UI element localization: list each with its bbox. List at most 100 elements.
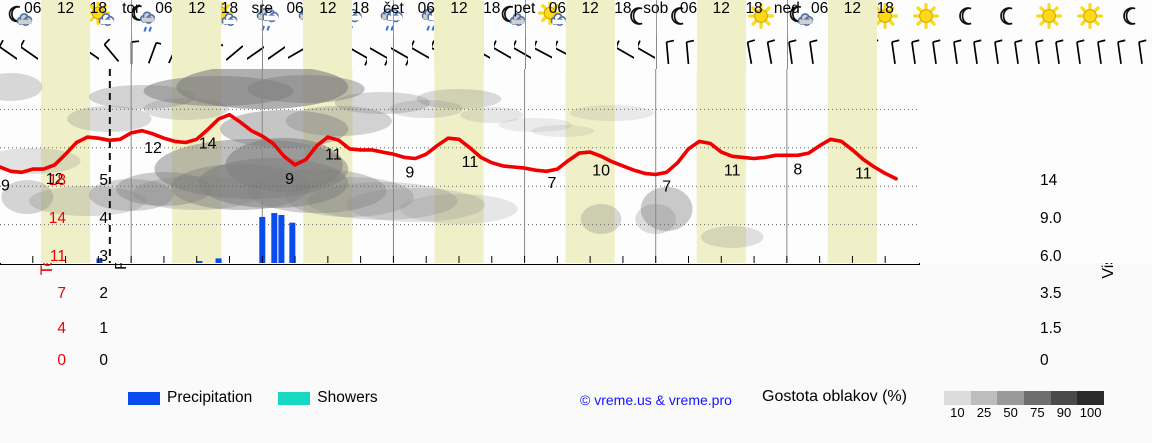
xtick-sre-7: sre: [251, 0, 274, 17]
cloud-density-blob-12: [416, 89, 502, 109]
cloud-density-blob-16: [1, 180, 54, 214]
cloud-density-step-0: [944, 391, 971, 405]
cloud-density-step-3: [1024, 391, 1051, 405]
cloud-density-blob-9: [285, 106, 392, 136]
day-separator-5: [655, 36, 657, 69]
wind-barb-5: [103, 36, 124, 69]
xtick-06-20: 06: [679, 0, 698, 17]
wind-barb-6: [123, 36, 144, 69]
wind-barb-19: [389, 36, 412, 69]
xtick-ned-23: ned: [773, 0, 800, 17]
wind-barb-12: [245, 36, 271, 69]
weather-icon-sun-cloud-13: [535, 0, 576, 36]
graph-daylight-band-6: [827, 69, 878, 263]
wind-barb-30: [615, 36, 638, 69]
precipitation-tick-4: 1: [99, 320, 108, 337]
xtick-12-21: 12: [712, 0, 730, 17]
daylight-band-3: [434, 36, 484, 69]
xtick-06-8: 06: [286, 0, 304, 17]
weather-icon-moon-16: [658, 0, 699, 36]
precipitation-swatch: [128, 391, 160, 405]
cloud-density-label-75: 75: [1030, 405, 1045, 420]
weather-icon-moon-cloud-12: [494, 0, 535, 36]
cloud-density-step-2: [997, 391, 1025, 405]
wind-barb-32: [659, 36, 680, 69]
cloud-density-label-100: 100: [1079, 405, 1102, 420]
temperature-label-8: 7: [547, 175, 556, 192]
temperature-label-4: 9: [285, 171, 294, 188]
cloud-density-blob-31: [640, 187, 693, 231]
precipitation-bar-2: [215, 258, 222, 263]
cloud-density-blob-13: [460, 107, 524, 123]
cloudheight-tick-5: 0: [1040, 352, 1049, 369]
showers-swatch: [278, 391, 311, 405]
daylight-band-0: [40, 36, 91, 69]
day-separator-6: [786, 0, 788, 36]
xtick-06-16: 06: [548, 0, 566, 17]
daylight-band-6: [827, 0, 877, 36]
day-separator-6: [786, 36, 788, 69]
temperature-label-2: 12: [144, 140, 162, 157]
weather-icon-sun-18: [741, 0, 782, 36]
precipitation-bar-3: [259, 216, 266, 263]
cloud-density-blob-10: [334, 92, 431, 114]
legend-showers-label: Showers: [317, 389, 378, 406]
wind-barb-strip: [0, 36, 1152, 69]
xtick-18-6: 18: [220, 0, 239, 17]
xtick-pet-15: pet: [513, 0, 536, 17]
wind-barb-33: [679, 36, 700, 69]
cloud-density-label-25: 25: [976, 405, 992, 420]
xtick-tor-3: tor: [122, 0, 141, 17]
cloud-density-colorbar: [944, 391, 1105, 405]
temperature-label-11: 11: [724, 162, 741, 179]
cloud-density-title: Gostota oblakov (%): [762, 388, 907, 405]
cloud-density-blob-14: [498, 118, 573, 132]
xtick-18-18: 18: [614, 0, 632, 17]
daylight-band-4: [565, 36, 615, 69]
cloud-density-step-1: [970, 391, 998, 405]
precipitation-tick-1: 4: [99, 210, 108, 227]
weather-icon-sun-21: [864, 0, 905, 36]
legend-showers: Showers: [278, 389, 378, 407]
wind-barb-38: [782, 36, 803, 69]
daylight-band-3: [434, 0, 484, 36]
xtick-12-13: 12: [450, 0, 468, 17]
cloudheight-tick-4: 1.5: [1040, 320, 1062, 337]
wind-barb-20: [409, 36, 433, 69]
temperature-label-3: 14: [199, 136, 217, 153]
day-separator-4: [524, 0, 526, 36]
xtick-18-26: 18: [876, 0, 894, 17]
temperature-label-10: 7: [662, 178, 671, 195]
cloud-density-blob-26: [345, 188, 485, 222]
cloud-density-label-50: 50: [1003, 405, 1018, 420]
cloud-density-blob-0: [0, 73, 43, 101]
copyright-text[interactable]: © vreme.us & vreme.pro: [580, 392, 732, 408]
xtick-06-12: 06: [417, 0, 435, 17]
graph-daylight-band-5: [696, 69, 746, 263]
wind-barb-7: [144, 36, 165, 69]
daylight-band-0: [40, 0, 91, 36]
temperature-tick-1: 14: [48, 210, 66, 227]
cloud-density-label-90: 90: [1056, 405, 1072, 420]
cloud-density-blob-33: [531, 125, 595, 137]
weather-icon-strip: [0, 0, 1152, 36]
cloudheight-tick-1: 9.0: [1040, 210, 1062, 227]
temperature-label-1: 12: [46, 171, 64, 188]
xtick-sob-19: sob: [643, 0, 669, 17]
weather-icon-moon-cloud-drizzle-3: [123, 0, 164, 36]
wind-barb-24: [492, 36, 515, 69]
xtick-18-22: 18: [745, 0, 763, 17]
xtick-12-1: 12: [56, 0, 75, 17]
cloud-density-step-5: [1077, 391, 1105, 405]
temperature-label-6: 9: [405, 164, 414, 181]
precipitation-bar-5: [278, 215, 285, 263]
meteogram-plot: 9 12 12 14 9 11 9 11 7 10 7 11 8 11: [0, 0, 1152, 265]
xtick-06-0: 06: [24, 0, 42, 17]
cloud-density-step-4: [1050, 391, 1078, 405]
wind-barb-1: [19, 36, 42, 69]
weather-icon-sun-22: [905, 0, 946, 36]
cloud-density-blob-30: [580, 204, 622, 234]
cloud-density-blob-17: [28, 186, 147, 216]
daylight-band-5: [696, 0, 746, 36]
precipitation-bar-6: [289, 222, 296, 263]
